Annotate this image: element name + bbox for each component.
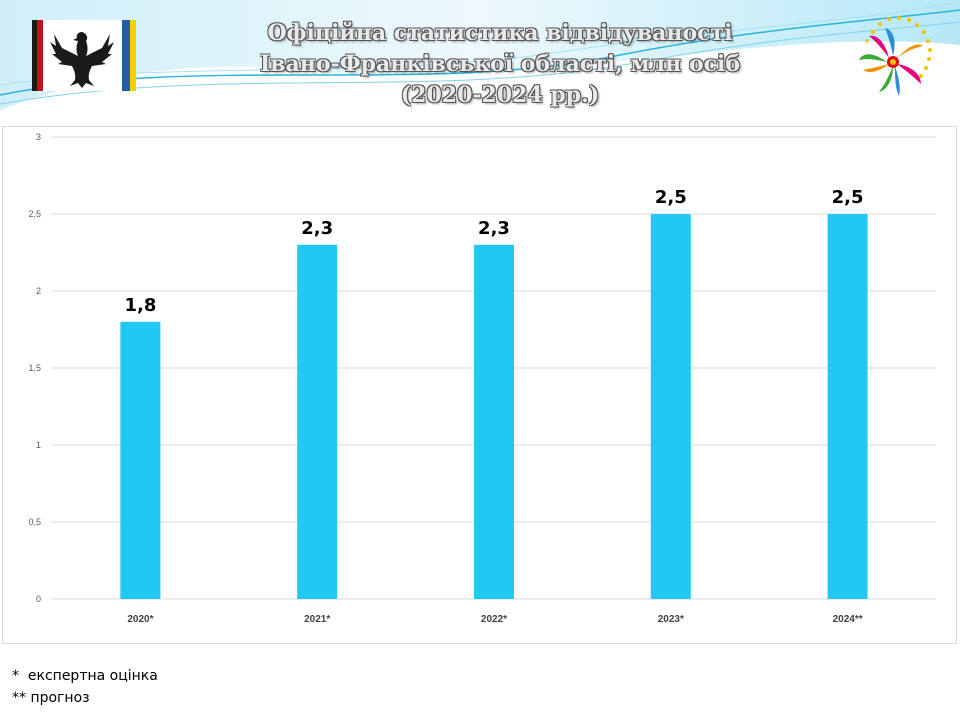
x-category-label: 2021* <box>304 614 330 625</box>
x-category-label: 2024** <box>833 614 863 625</box>
data-label: 2,5 <box>655 187 687 208</box>
y-tick-label: 2,5 <box>28 209 41 219</box>
x-category-label: 2020* <box>127 614 153 625</box>
coat-of-arms-logo <box>32 20 136 91</box>
flag-yellow-stripe <box>130 20 136 91</box>
title-line-1: Офіційна статистика відвідуваності <box>267 20 733 46</box>
footnote-forecast: ** прогноз <box>12 690 90 706</box>
page-title: Офіційна статистика відвідуваності Івано… <box>150 18 850 111</box>
y-tick-label: 1,5 <box>28 363 41 373</box>
flag-red-stripe <box>37 20 43 91</box>
x-category-label: 2023* <box>658 614 684 625</box>
eagle-icon <box>50 32 114 88</box>
data-label: 1,8 <box>124 295 156 316</box>
data-label: 2,3 <box>301 218 333 239</box>
bar <box>474 244 514 600</box>
flag-blue-stripe <box>122 20 130 91</box>
flag-black-stripe <box>32 20 37 91</box>
data-label: 2,5 <box>832 187 864 208</box>
title-line-3: (2020-2024 рр.) <box>400 82 600 108</box>
y-tick-label: 3 <box>36 132 41 142</box>
x-category-label: 2022* <box>481 614 507 625</box>
y-tick-label: 2 <box>36 286 41 296</box>
y-tick-label: 1 <box>36 440 41 450</box>
flower-icon <box>859 28 923 96</box>
header-wave-decoration <box>0 0 960 110</box>
stars-icon <box>865 16 932 78</box>
bar <box>297 244 338 600</box>
bar <box>650 214 691 599</box>
bar <box>827 214 868 599</box>
y-tick-label: 0 <box>36 594 41 604</box>
data-label: 2,3 <box>478 218 510 239</box>
bar <box>120 321 161 599</box>
title-line-2: Івано-Франківської області, млн осіб <box>259 51 741 77</box>
y-tick-label: 0,5 <box>28 517 41 527</box>
footnote-expert-estimate: * експертна оцінка <box>12 668 158 684</box>
chart-area: 0 0,5 1 1,5 2 2,5 3 1,8 2020* 2,3 2021* 2,3 2022* 2,5… <box>2 126 957 644</box>
bar-chart: 0 0,5 1 1,5 2 2,5 3 1,8 2020* 2,3 2021* 2,3 2022* 2,5… <box>28 132 936 625</box>
region-tourism-emblem <box>859 16 932 96</box>
